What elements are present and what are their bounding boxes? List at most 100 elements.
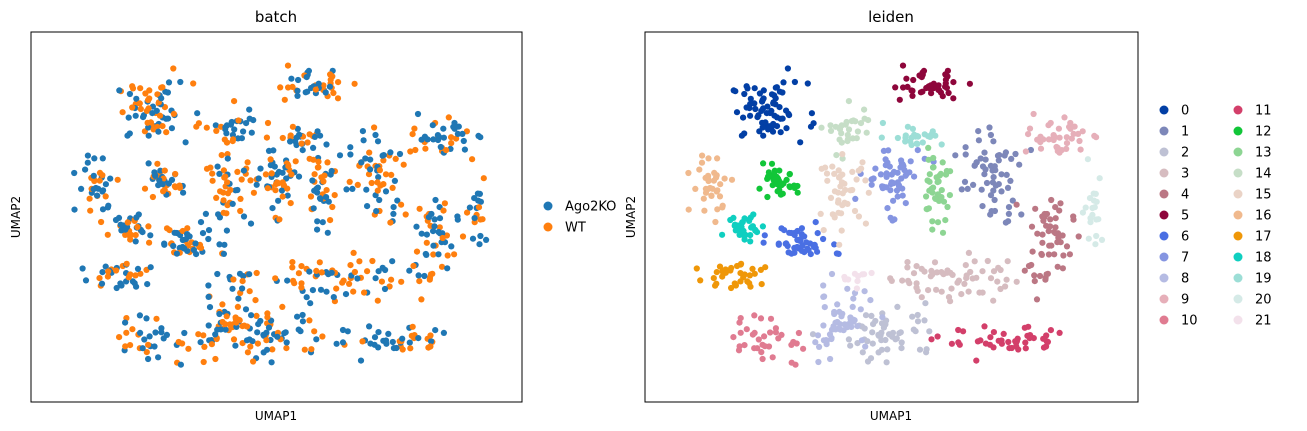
batch-point-ago2ko (339, 326, 347, 334)
leiden-point-cluster-6 (835, 250, 842, 257)
batch-point-wt (469, 156, 476, 163)
leiden-point-cluster-11 (1044, 338, 1051, 345)
batch-point-ago2ko (159, 181, 166, 188)
batch-point-wt (213, 194, 220, 201)
leiden-legend-10-marker (1159, 315, 1169, 325)
batch-point-wt (316, 259, 323, 266)
leiden-point-cluster-2 (878, 337, 885, 344)
leiden-point-cluster-1 (1004, 184, 1012, 191)
leiden-point-cluster-10 (741, 342, 748, 349)
leiden-point-cluster-15 (842, 186, 849, 194)
leiden-point-cluster-20 (1087, 219, 1094, 226)
leiden-legend-4-marker (1159, 189, 1169, 199)
leiden-point-cluster-0 (783, 107, 790, 114)
leiden-point-cluster-1 (975, 137, 983, 144)
leiden-point-cluster-9 (1077, 146, 1084, 153)
leiden-point-cluster-18 (742, 231, 749, 238)
batch-point-wt (99, 172, 106, 179)
batch-point-ago2ko (140, 112, 147, 119)
batch-point-wt (104, 273, 111, 280)
leiden-point-cluster-10 (775, 335, 782, 342)
batch-point-wt (233, 319, 240, 326)
batch-point-wt (220, 209, 227, 216)
batch-point-wt (409, 323, 416, 330)
batch-panel: batch UMAP1 UMAP2 Ago2KO WT (9, 8, 616, 423)
batch-point-ago2ko (239, 285, 246, 292)
leiden-point-cluster-4 (1051, 251, 1058, 258)
leiden-panel: leiden UMAP1 UMAP2 012345678910111213141… (624, 8, 1272, 423)
batch-point-wt (409, 131, 416, 138)
leiden-point-cluster-10 (788, 341, 795, 348)
leiden-point-cluster-4 (1032, 205, 1039, 212)
batch-point-wt (320, 178, 327, 185)
leiden-point-cluster-20 (1098, 236, 1106, 243)
leiden-point-cluster-12 (786, 170, 793, 178)
batch-point-wt (281, 96, 288, 103)
leiden-point-cluster-3 (997, 285, 1004, 293)
leiden-ylabel: UMAP2 (624, 196, 638, 238)
batch-point-wt (276, 216, 283, 223)
leiden-point-cluster-7 (885, 147, 892, 154)
leiden-point-cluster-4 (1038, 251, 1045, 258)
batch-point-wt (247, 343, 254, 350)
batch-point-ago2ko (141, 336, 148, 343)
leiden-point-cluster-19 (894, 134, 902, 142)
leiden-point-cluster-0 (770, 120, 777, 128)
leiden-point-cluster-1 (987, 131, 995, 139)
leiden-point-cluster-14 (852, 118, 859, 125)
leiden-point-cluster-14 (845, 126, 853, 133)
batch-point-ago2ko (279, 169, 286, 176)
batch-point-wt (193, 123, 200, 130)
leiden-point-cluster-8 (827, 355, 834, 363)
leiden-point-cluster-9 (1058, 147, 1065, 154)
batch-point-ago2ko (454, 130, 461, 137)
batch-point-ago2ko (177, 361, 184, 368)
batch-point-wt (105, 268, 112, 275)
leiden-point-cluster-3 (913, 263, 920, 270)
batch-point-wt (333, 285, 340, 292)
batch-point-ago2ko (294, 313, 301, 320)
batch-point-wt (185, 345, 192, 352)
batch-point-ago2ko (322, 89, 329, 96)
leiden-point-cluster-14 (844, 131, 851, 139)
leiden-point-cluster-17 (751, 270, 758, 277)
batch-point-ago2ko (385, 330, 392, 337)
leiden-point-cluster-1 (1003, 171, 1010, 178)
leiden-point-cluster-5 (950, 95, 957, 102)
batch-point-ago2ko (319, 219, 326, 226)
leiden-point-cluster-20 (1093, 198, 1100, 205)
leiden-point-cluster-4 (1039, 239, 1046, 246)
batch-point-ago2ko (336, 152, 344, 159)
leiden-point-cluster-1 (1002, 219, 1010, 226)
batch-point-wt (387, 219, 394, 226)
leiden-point-cluster-10 (754, 345, 761, 352)
batch-point-ago2ko (387, 149, 394, 156)
batch-point-wt (220, 167, 227, 174)
leiden-point-cluster-4 (1036, 272, 1044, 280)
batch-point-wt (310, 156, 317, 163)
batch-point-wt (374, 297, 381, 304)
batch-point-ago2ko (235, 295, 242, 302)
batch-point-ago2ko (98, 280, 106, 287)
leiden-point-cluster-9 (1030, 110, 1037, 118)
batch-point-ago2ko (323, 288, 330, 295)
batch-point-wt (141, 185, 149, 192)
leiden-point-cluster-0 (763, 110, 770, 117)
leiden-point-cluster-13 (934, 219, 942, 226)
batch-point-ago2ko (379, 152, 386, 159)
leiden-point-cluster-3 (1003, 276, 1010, 283)
batch-point-ago2ko (223, 227, 230, 234)
batch-point-ago2ko (155, 128, 162, 135)
batch-point-wt (231, 98, 238, 105)
leiden-point-cluster-5 (935, 82, 942, 89)
batch-point-ago2ko (105, 202, 112, 209)
leiden-legend-2-marker (1159, 147, 1169, 157)
leiden-point-cluster-3 (971, 258, 978, 265)
leiden-point-cluster-1 (987, 211, 994, 218)
leiden-point-cluster-3 (984, 257, 991, 265)
batch-point-wt (279, 193, 286, 200)
leiden-point-cluster-20 (1093, 232, 1100, 240)
batch-point-ago2ko (240, 128, 247, 135)
batch-point-wt (163, 129, 170, 136)
